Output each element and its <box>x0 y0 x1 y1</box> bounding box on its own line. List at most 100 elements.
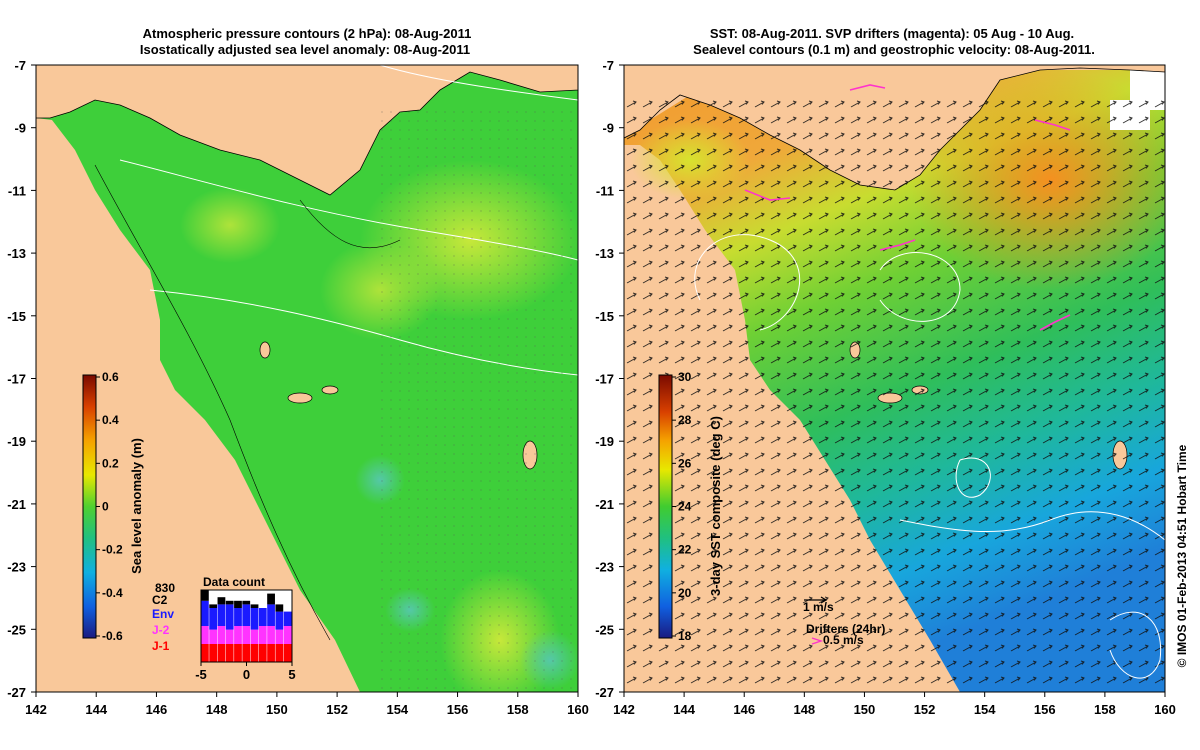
sea-level-contour <box>694 234 800 331</box>
x-tick-label: 142 <box>25 702 47 717</box>
left-new-guinea-land <box>36 65 578 196</box>
satellite-legend: C2 Env J-2 J-1 <box>152 593 174 653</box>
data-count-max-label: 830 <box>155 581 175 595</box>
x-tick-label: 160 <box>567 702 589 717</box>
imos-credit: © IMOS 01-Feb-2013 04:51 Hobart Time <box>1175 444 1189 667</box>
velocity-scale-label: 1 m/s <box>803 600 834 614</box>
sea-level-contour <box>1109 611 1162 679</box>
data-count-bar-c2 <box>242 600 251 605</box>
y-tick-label: -21 <box>595 497 614 512</box>
data-count-bar-env <box>225 604 234 630</box>
data-count-bar-j-2 <box>283 626 292 644</box>
left-island <box>287 392 313 404</box>
colorbar-tick-label: -0.4 <box>102 586 123 600</box>
sla-colorbar-ticks: 0.6 0.4 0.2 0 -0.2 -0.4 -0.6 <box>96 370 123 643</box>
x-tick-label: 152 <box>914 702 936 717</box>
right-y-axis: -7 -9 -11 -13 -15 -17 -19 -21 -23 -25 -27 <box>595 58 624 700</box>
x-tick-label: 148 <box>206 702 228 717</box>
right-title-line1: SST: 08-Aug-2011. SVP drifters (magenta)… <box>710 26 1074 41</box>
legend-env: Env <box>152 607 174 621</box>
data-count-bar-env <box>217 604 226 626</box>
data-count-bar-j-1 <box>234 644 242 662</box>
y-tick-label: -11 <box>8 183 26 198</box>
data-count-bar-c2 <box>217 597 226 605</box>
y-tick-label: -7 <box>14 58 26 73</box>
data-count-bar-j-1 <box>267 644 275 662</box>
y-tick-label: -21 <box>7 497 26 512</box>
data-count-bar-j-2 <box>258 626 267 644</box>
data-count-bar-j-1 <box>258 644 267 662</box>
data-count-bar-c2 <box>209 604 218 608</box>
data-count-bar-env <box>234 608 242 626</box>
sla-colorbar-title: Sea level anomaly (m) <box>129 438 144 574</box>
left-y-axis: -7 -9 -11 -13 -15 -17 -19 -21 -23 -25 -27 <box>7 58 36 700</box>
sea-level-contour <box>879 252 961 322</box>
sea-level-contour <box>955 457 991 498</box>
data-count-bar-env <box>275 611 284 630</box>
x-tick-label: 160 <box>1154 702 1176 717</box>
y-tick-label: -27 <box>7 685 26 700</box>
x-tick-label: 144 <box>673 702 695 717</box>
data-count-x-axis: -5 0 5 <box>195 662 296 682</box>
sla-colorbar <box>82 374 97 639</box>
drifter-tracks <box>744 84 1071 331</box>
drifters-label: Drifters (24hr) <box>806 622 885 636</box>
left-map <box>36 65 578 692</box>
drifter-scale-label: 0.5 m/s <box>823 633 864 647</box>
legend-c2: C2 <box>152 593 168 607</box>
data-count-bar-j-2 <box>242 626 251 644</box>
colorbar-tick-label: 28 <box>678 413 692 427</box>
legend-j2: J-2 <box>152 623 170 637</box>
sst-colorbar <box>658 374 673 639</box>
data-count-bar-j-1 <box>201 644 209 662</box>
data-count-bar-env <box>209 608 218 630</box>
data-count-title: Data count <box>203 575 265 589</box>
colorbar-tick-label: 24 <box>678 500 692 514</box>
y-tick-label: -13 <box>7 246 26 261</box>
data-count-bars <box>201 590 292 662</box>
y-tick-label: -23 <box>7 560 26 575</box>
colorbar-tick-label: 0 <box>102 500 109 514</box>
colorbar-tick-label: -0.2 <box>102 543 123 557</box>
y-tick-label: -25 <box>7 622 26 637</box>
colorbar-tick-label: 26 <box>678 456 692 470</box>
colorbar-tick-label: 0.4 <box>102 413 119 427</box>
sst-colorbar-ticks: 30 28 26 24 22 20 18 <box>672 370 692 643</box>
sea-level-contour <box>899 511 1165 541</box>
left-island <box>321 385 339 395</box>
data-count-bar-env <box>242 604 251 626</box>
geostrophic-velocity-arrows <box>624 100 1165 692</box>
y-tick-label: -13 <box>595 246 614 261</box>
data-count-bar-env <box>258 608 267 626</box>
data-count-bar-j-1 <box>217 644 226 662</box>
data-count-bar-j-1 <box>209 644 218 662</box>
left-pressure-contour <box>379 65 578 101</box>
velocity-scale-key: 1 m/s <box>803 596 834 614</box>
x-tick-label: 150 <box>266 702 288 717</box>
y-tick-label: -19 <box>7 434 26 449</box>
left-title-line1: Atmospheric pressure contours (2 hPa): 0… <box>143 26 472 41</box>
data-count-bar-j-1 <box>250 644 259 662</box>
y-tick-label: -17 <box>7 372 26 387</box>
colorbar-tick-label: 20 <box>678 586 692 600</box>
x-tick-label: 142 <box>613 702 635 717</box>
left-title-line2: Isostatically adjusted sea level anomaly… <box>140 42 470 57</box>
x-tick-label: 158 <box>507 702 529 717</box>
colorbar-tick-label: 0.2 <box>102 456 119 470</box>
x-tick-label: 158 <box>1094 702 1116 717</box>
right-title-line2: Sealevel contours (0.1 m) and geostrophi… <box>693 42 1095 57</box>
x-tick-label: 144 <box>85 702 107 717</box>
x-tick-label: 154 <box>386 702 408 717</box>
y-tick-label: -15 <box>595 309 614 324</box>
y-tick-label: -9 <box>14 121 26 136</box>
data-count-bar-env <box>250 608 259 630</box>
x-tick-label: 146 <box>733 702 755 717</box>
data-count-bar-c2 <box>250 604 259 608</box>
data-count-bar-c2 <box>267 593 275 605</box>
data-count-bar-j-2 <box>234 626 242 644</box>
colorbar-tick-label: 0.6 <box>102 370 119 384</box>
data-count-tick-label: -5 <box>195 667 207 682</box>
y-tick-label: -11 <box>596 183 614 198</box>
sst-colorbar-title: 3-day SST composite (deg C) <box>708 416 723 596</box>
